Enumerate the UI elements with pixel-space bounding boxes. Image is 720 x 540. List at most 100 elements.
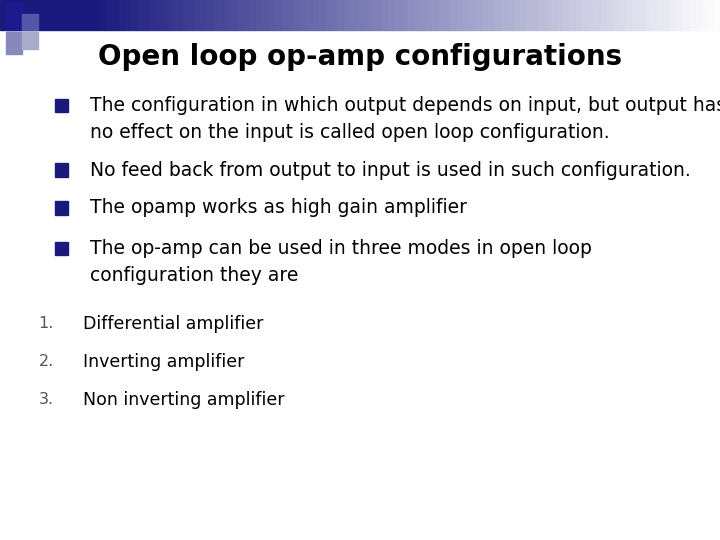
Bar	[300, 0, 307, 30]
Bar	[244, 0, 251, 30]
Bar	[457, 0, 463, 30]
Bar	[168, 0, 175, 30]
Bar	[100, 0, 106, 30]
Bar	[369, 0, 376, 30]
Bar	[269, 0, 275, 30]
Bar	[664, 0, 670, 30]
Bar	[526, 0, 532, 30]
Bar	[175, 0, 181, 30]
Bar	[0, 0, 94, 30]
Bar	[307, 0, 313, 30]
Bar	[426, 0, 432, 30]
Bar	[607, 0, 613, 30]
Bar	[563, 0, 570, 30]
Bar	[187, 0, 194, 30]
Text: No feed back from output to input is used in such configuration.: No feed back from output to input is use…	[90, 160, 690, 180]
Bar	[520, 0, 526, 30]
Bar	[689, 0, 695, 30]
Text: no effect on the input is called open loop configuration.: no effect on the input is called open lo…	[90, 123, 610, 142]
Text: 3.: 3.	[39, 392, 54, 407]
Bar	[395, 0, 400, 30]
Bar	[539, 0, 544, 30]
Text: Open loop op-amp configurations: Open loop op-amp configurations	[98, 43, 622, 71]
Bar	[219, 0, 225, 30]
Bar	[407, 0, 413, 30]
Bar	[194, 0, 200, 30]
Text: The op-amp can be used in three modes in open loop: The op-amp can be used in three modes in…	[90, 239, 592, 258]
Bar	[507, 0, 513, 30]
Bar	[557, 0, 564, 30]
Bar	[338, 0, 344, 30]
Bar	[112, 0, 119, 30]
Text: Inverting amplifier: Inverting amplifier	[83, 353, 244, 371]
Bar	[138, 0, 144, 30]
Bar	[55, 163, 68, 177]
Bar	[238, 0, 244, 30]
Bar	[200, 0, 207, 30]
Bar	[714, 0, 720, 30]
Bar	[212, 0, 219, 30]
Bar	[488, 0, 495, 30]
Bar	[469, 0, 476, 30]
Bar	[570, 0, 576, 30]
Bar	[551, 0, 557, 30]
Text: Non inverting amplifier: Non inverting amplifier	[83, 390, 284, 409]
Bar	[513, 0, 520, 30]
Text: The configuration in which output depends on input, but output has: The configuration in which output depend…	[90, 96, 720, 115]
Bar	[451, 0, 457, 30]
Bar	[356, 0, 363, 30]
Bar	[363, 0, 369, 30]
Text: configuration they are: configuration they are	[90, 266, 298, 285]
Text: 1.: 1.	[39, 316, 54, 332]
Bar	[438, 0, 444, 30]
Bar	[351, 0, 356, 30]
Bar	[150, 0, 156, 30]
Bar	[225, 0, 231, 30]
Bar	[532, 0, 539, 30]
Bar	[55, 98, 68, 112]
Bar	[632, 0, 639, 30]
Bar	[312, 0, 319, 30]
Bar	[6, 32, 22, 54]
Bar	[294, 0, 300, 30]
Bar	[400, 0, 407, 30]
Bar	[595, 0, 601, 30]
Bar	[620, 0, 626, 30]
Bar	[144, 0, 150, 30]
Bar	[701, 0, 708, 30]
Bar	[601, 0, 607, 30]
Bar	[482, 0, 488, 30]
Bar	[695, 0, 701, 30]
Bar	[588, 0, 595, 30]
Bar	[544, 0, 551, 30]
Bar	[125, 0, 131, 30]
Bar	[55, 201, 68, 214]
Bar	[106, 0, 112, 30]
Bar	[319, 0, 325, 30]
Bar	[22, 14, 38, 30]
Bar	[582, 0, 588, 30]
Bar	[613, 0, 620, 30]
Bar	[626, 0, 632, 30]
Bar	[651, 0, 657, 30]
Bar	[670, 0, 676, 30]
Bar	[22, 32, 38, 49]
Bar	[251, 0, 256, 30]
Bar	[645, 0, 651, 30]
Bar	[163, 0, 168, 30]
Bar	[55, 241, 68, 255]
Bar	[657, 0, 664, 30]
Bar	[683, 0, 688, 30]
Bar	[388, 0, 395, 30]
Bar	[432, 0, 438, 30]
Bar	[256, 0, 263, 30]
Bar	[576, 0, 582, 30]
Bar	[463, 0, 469, 30]
Bar	[444, 0, 451, 30]
Bar	[275, 0, 282, 30]
Bar	[332, 0, 338, 30]
Bar	[325, 0, 332, 30]
Text: 2.: 2.	[39, 354, 54, 369]
Bar	[708, 0, 714, 30]
Bar	[419, 0, 426, 30]
